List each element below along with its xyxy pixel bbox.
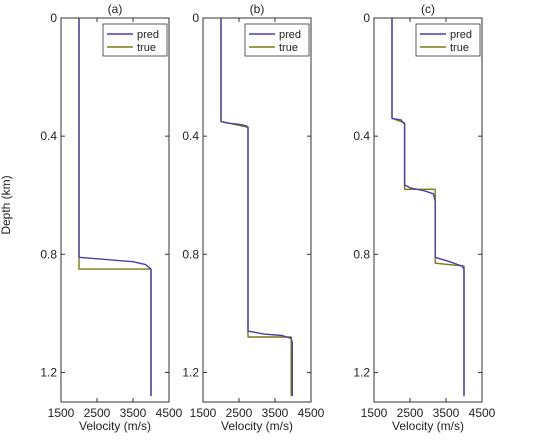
legend-label-pred: pred — [137, 29, 159, 41]
series-true-line — [78, 18, 152, 397]
y-tick-label: 0.8 — [353, 247, 370, 261]
panel-title: (b) — [250, 2, 265, 16]
y-tick-label: 1.2 — [182, 365, 199, 379]
x-tick-label: 2500 — [397, 406, 424, 420]
y-tick-label: 0 — [363, 11, 370, 25]
y-tick-label: 1.2 — [40, 365, 57, 379]
y-tick-label: 0 — [192, 11, 199, 25]
x-tick-label: 1500 — [190, 406, 217, 420]
chart-panel-3: (c) 0 0.4 0.8 1.2 1500 2500 3500 4500 Velocity (m… — [353, 2, 495, 433]
series-pred-line — [78, 18, 152, 397]
legend-box — [102, 23, 168, 57]
x-tick-label: 4500 — [156, 406, 183, 420]
x-tick-label: 1500 — [48, 406, 75, 420]
x-axis-label: Velocity (m/s) — [392, 419, 464, 433]
series-pred-line — [391, 18, 465, 397]
series-true-line — [391, 18, 465, 397]
x-axis-label: Velocity (m/s) — [79, 419, 151, 433]
x-tick-label: 4500 — [469, 406, 496, 420]
chart-panel-1: (a) 0 0.4 0.8 1.2 1500 2500 3500 4500 Velocity (m… — [40, 2, 182, 433]
y-tick-label: 0.4 — [182, 129, 199, 143]
x-tick-label: 2500 — [84, 406, 111, 420]
legend-label-pred: pred — [450, 29, 472, 41]
series-pred-line — [220, 18, 293, 397]
axes-box — [60, 17, 170, 403]
x-tick-label: 3500 — [120, 406, 147, 420]
x-tick-label: 4500 — [298, 406, 325, 420]
chart-panel-2: (b) 0 0.4 0.8 1.2 1500 2500 3500 4500 Velocity (m… — [182, 2, 324, 433]
x-axis-label: Velocity (m/s) — [221, 419, 293, 433]
legend-box — [244, 23, 310, 57]
legend-label-pred: pred — [279, 29, 301, 41]
legend-label-true: true — [279, 42, 298, 54]
y-tick-label: 0.8 — [182, 247, 199, 261]
panels: (a) 0 0.4 0.8 1.2 1500 2500 3500 4500 Velocity (m… — [40, 2, 495, 433]
y-tick-label: 0.8 — [40, 247, 57, 261]
series-true-line — [220, 18, 292, 397]
x-tick-label: 3500 — [433, 406, 460, 420]
axes-box — [202, 17, 312, 403]
x-tick-label: 2500 — [226, 406, 253, 420]
y-tick-label: 0.4 — [353, 129, 370, 143]
legend-box — [415, 23, 481, 57]
legend-label-true: true — [450, 42, 469, 54]
axes-box — [373, 17, 483, 403]
x-tick-label: 1500 — [361, 406, 388, 420]
legend-label-true: true — [137, 42, 156, 54]
y-axis-label: Depth (km) — [0, 175, 13, 234]
y-tick-label: 1.2 — [353, 365, 370, 379]
y-tick-label: 0 — [50, 11, 57, 25]
panel-title: (a) — [108, 2, 123, 16]
x-tick-label: 3500 — [262, 406, 289, 420]
y-tick-label: 0.4 — [40, 129, 57, 143]
panel-title: (c) — [421, 2, 435, 16]
